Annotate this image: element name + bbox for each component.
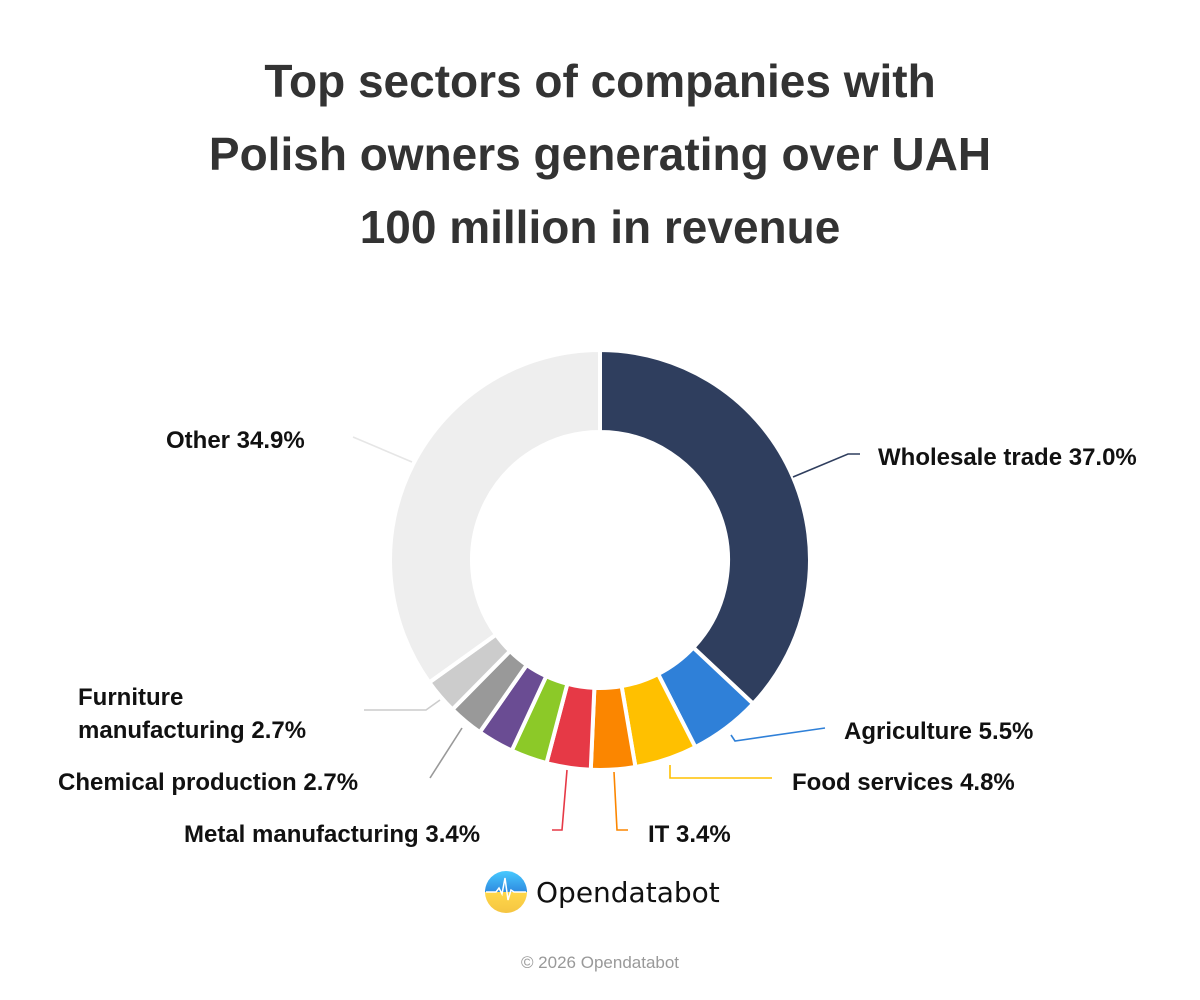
logo-icon bbox=[485, 871, 527, 913]
title-line: Polish owners generating over UAH bbox=[208, 128, 992, 180]
label-agriculture: Agriculture 5.5% bbox=[844, 718, 1034, 745]
leader-line bbox=[669, 765, 772, 779]
chart-title: Top sectors of companies with Polish own… bbox=[0, 45, 1200, 264]
label-wholesale: Wholesale trade 37.0% bbox=[878, 444, 1137, 471]
leader-line bbox=[792, 453, 860, 478]
logo-text: Opendatabot bbox=[536, 875, 720, 909]
label-line: Furniture bbox=[78, 684, 184, 711]
slice-wholesale-trade bbox=[598, 348, 812, 706]
label-food-services: Food services 4.8% bbox=[792, 769, 1015, 796]
leader-line bbox=[364, 699, 441, 711]
slice-other bbox=[388, 348, 602, 685]
leader-line bbox=[730, 727, 826, 742]
title-line: Top sectors of companies with bbox=[264, 55, 936, 107]
title-line: 100 million in revenue bbox=[359, 201, 841, 253]
leader-line bbox=[613, 771, 628, 831]
label-it: IT 3.4% bbox=[648, 821, 731, 848]
leader-line bbox=[429, 727, 463, 779]
label-line: manufacturing 2.7% bbox=[78, 717, 307, 744]
label-chemical: Chemical production 2.7% bbox=[58, 769, 359, 796]
copyright: © 2026 Opendatabot bbox=[520, 953, 680, 972]
label-metal: Metal manufacturing 3.4% bbox=[184, 821, 481, 848]
opendatabot-logo: Opendatabot bbox=[484, 870, 720, 914]
leader-line bbox=[552, 769, 568, 831]
label-furniture: Furniture manufacturing 2.7% bbox=[78, 681, 306, 747]
label-other: Other 34.9% bbox=[166, 427, 305, 454]
leader-line bbox=[352, 436, 413, 463]
